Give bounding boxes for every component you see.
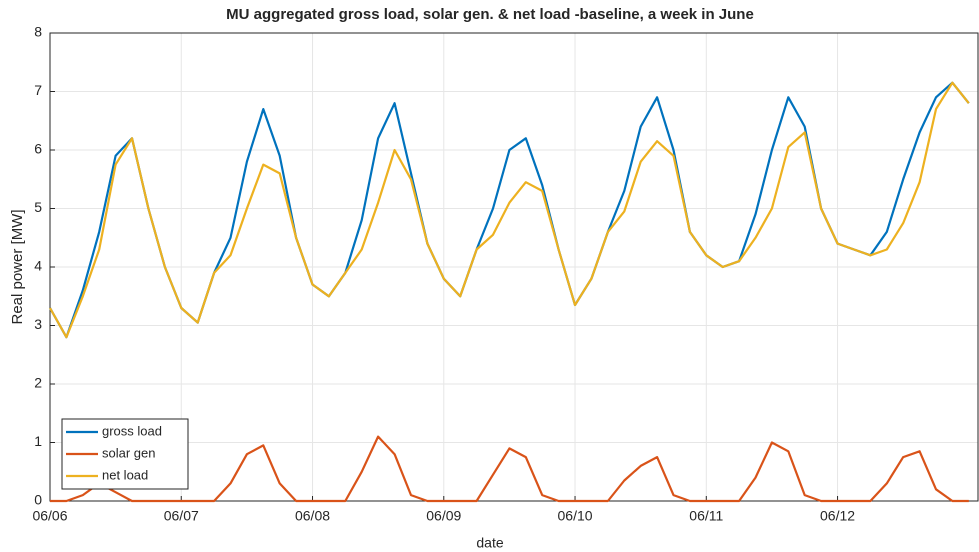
y-tick-label: 1 <box>34 433 42 449</box>
y-tick-label: 0 <box>34 492 42 508</box>
y-axis-label: Real power [MW] <box>9 209 26 324</box>
x-tick-label: 06/11 <box>689 508 723 524</box>
x-tick-label: 06/10 <box>558 508 593 524</box>
x-tick-label: 06/12 <box>820 508 855 524</box>
legend: gross load solar gen net load <box>61 418 189 490</box>
x-axis-label: date <box>476 535 503 551</box>
x-tick-label: 06/09 <box>426 508 461 524</box>
y-tick-label: 3 <box>34 316 42 332</box>
x-tick-label: 06/08 <box>295 508 330 524</box>
y-tick-label: 2 <box>34 375 42 391</box>
x-tick-label: 06/06 <box>32 508 67 524</box>
x-tick-label: 06/07 <box>164 508 199 524</box>
y-tick-label: 6 <box>34 141 42 157</box>
y-tick-label: 4 <box>34 258 42 274</box>
chart-title: MU aggregated gross load, solar gen. & n… <box>226 6 754 23</box>
series-line <box>49 81 970 339</box>
y-tick-label: 8 <box>34 24 42 40</box>
series-line <box>50 435 969 503</box>
y-tick-label: 7 <box>34 82 42 98</box>
legend-label: gross load <box>102 423 162 438</box>
legend-label: net load <box>102 467 148 482</box>
y-tick-label: 5 <box>34 199 42 215</box>
legend-label: solar gen <box>102 445 155 460</box>
series-line <box>49 81 970 339</box>
plot-frame <box>49 32 979 502</box>
